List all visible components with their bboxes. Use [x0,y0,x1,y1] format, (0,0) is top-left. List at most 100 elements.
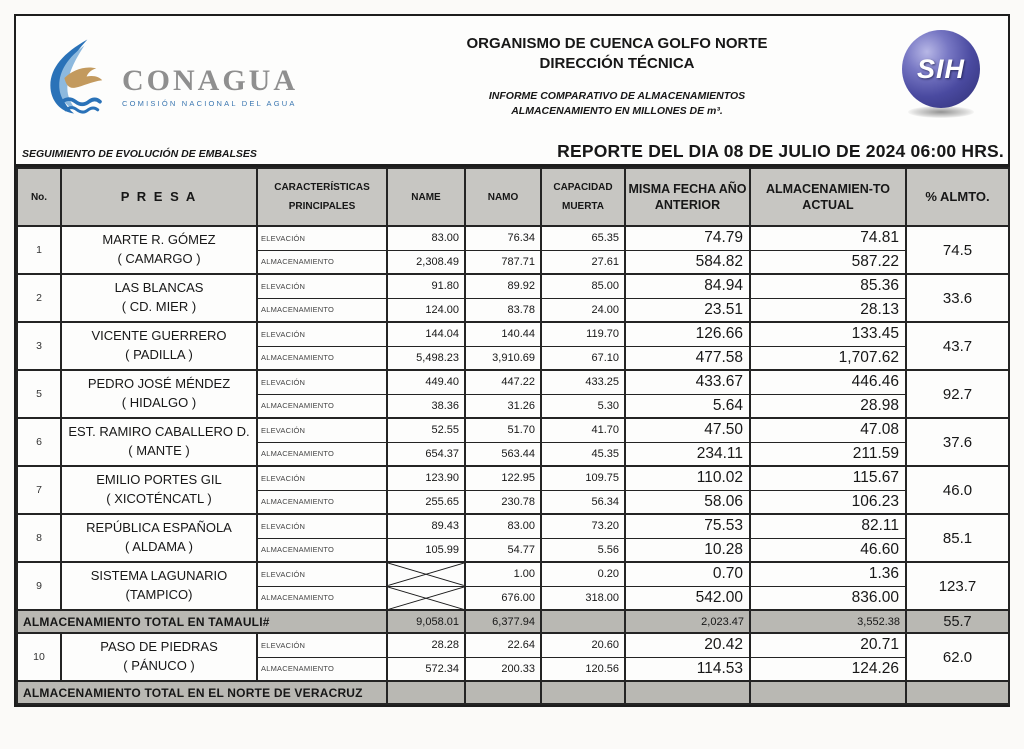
cell-namo: 676.00 [464,585,542,611]
presa-name: LAS BLANCAS [114,280,204,296]
cell-actual: 106.23 [749,489,907,515]
presa-name: EST. RAMIRO CABALLERO D. [68,424,250,440]
total-prev [624,680,751,705]
cell-muerta: 65.35 [540,225,626,251]
cell-prev: 5.64 [624,393,751,419]
cell-muerta: 5.30 [540,393,626,419]
cell-prev: 110.02 [624,465,751,491]
cell-muerta: 73.20 [540,513,626,539]
presa-place: ( PADILLA ) [125,347,193,362]
conagua-subtitle-text: COMISIÓN NACIONAL DEL AGUA [122,99,297,108]
cell-muerta: 5.56 [540,537,626,563]
cell-name: 91.80 [386,273,466,299]
cell-name: 124.00 [386,297,466,323]
cell-prev: 58.06 [624,489,751,515]
cell-no: 2 [16,273,62,323]
cell-caracteristica-label: ALMACENAMIENTO [256,537,388,563]
col-header-almacenamiento-actual: ALMACENAMIEN-TO ACTUAL [749,167,907,227]
presa-row-9-storage: ALMACENAMIENTO 676.00 318.00 542.00 836.00 [17,585,1009,611]
cell-presa: VICENTE GUERRERO ( PADILLA ) [60,321,258,371]
cell-muerta: 109.75 [540,465,626,491]
total-namo [464,680,542,705]
cell-muerta: 67.10 [540,345,626,371]
total-name: 9,058.01 [386,609,466,634]
conagua-wordmark: CONAGUA COMISIÓN NACIONAL DEL AGUA [122,64,298,109]
cell-actual: 1,707.62 [749,345,907,371]
cell-name: 38.36 [386,393,466,419]
cell-prev: 584.82 [624,249,751,275]
col-header-no: No. [16,167,62,227]
cell-prev: 20.42 [624,632,751,658]
cell-name: 89.43 [386,513,466,539]
cell-caracteristica-label: ELEVACIÓN [256,273,388,299]
cell-caracteristica-label: ELEVACIÓN [256,225,388,251]
cell-presa: PEDRO JOSÉ MÉNDEZ ( HIDALGO ) [60,369,258,419]
presa-row-6-storage: ALMACENAMIENTO 654.37 563.44 45.35 234.11 211… [17,441,1009,467]
total-row: ALMACENAMIENTO TOTAL EN TAMAULI# 9,058.01… [16,609,1010,634]
presa-row-5: 5 PEDRO JOSÉ MÉNDEZ( HIDALGO ) ELEVACIÓN 44… [16,369,1010,419]
cell-name: 123.90 [386,465,466,491]
presa-place: ( PÁNUCO ) [123,658,195,673]
cell-muerta: 318.00 [540,585,626,611]
cell-muerta: 120.56 [540,656,626,682]
cell-prev: 75.53 [624,513,751,539]
presa-row-10: 10 PASO DE PIEDRAS ( PÁNUCO ) ELEVACIÓN 28.2… [16,632,1010,682]
cell-pct: 92.7 [905,369,1010,419]
cell-name: 28.28 [386,632,466,658]
cell-actual: 82.11 [749,513,907,539]
cell-pct: 62.0 [905,632,1010,682]
cell-prev: 23.51 [624,297,751,323]
cell-prev: 74.79 [624,225,751,251]
cell-presa: MARTE R. GÓMEZ ( CAMARGO ) [60,225,258,275]
report-subtitle-line1: INFORME COMPARATIVO DE ALMACENAMIENTOS [488,89,746,102]
report-document: CONAGUA COMISIÓN NACIONAL DEL AGUA ORGAN… [14,14,1010,707]
crossed-out-icon [389,564,463,585]
presa-row-7-storage: ALMACENAMIENTO 255.65 230.78 56.34 58.06 106.… [17,489,1009,515]
cell-caracteristica-label: ELEVACIÓN [256,321,388,347]
cell-namo: 89.92 [464,273,542,299]
cell-caracteristica-label: ALMACENAMIENTO [256,297,388,323]
total-pct: 55.7 [905,609,1010,634]
total-namo: 6,377.94 [464,609,542,634]
cell-no: 8 [16,513,62,563]
col-header-presa: P R E S A [60,167,258,227]
presa-row-8-storage: ALMACENAMIENTO 105.99 54.77 5.56 10.28 46.60 [17,537,1009,563]
crossed-out-icon [389,587,463,608]
presa-place: ( ALDAMA ) [125,539,193,554]
presa-row-6: 6 EST. RAMIRO CABALLERO D. ( MANTE ) ELEVAC… [16,417,1010,467]
cell-actual: 74.81 [749,225,907,251]
total-label: ALMACENAMIENTO TOTAL EN TAMAULI# [16,609,388,634]
col-header-pct-almto: % ALMTO. [905,167,1010,227]
conagua-brand-text: CONAGUA [122,64,298,97]
cell-name: 2,308.49 [386,249,466,275]
cell-muerta: 56.34 [540,489,626,515]
cell-presa: EST. RAMIRO CABALLERO D. ( MANTE ) [60,417,258,467]
cell-name: 449.40 [386,369,466,395]
cell-pct: 123.7 [905,561,1010,611]
cell-caracteristica-label: ELEVACIÓN [256,465,388,491]
total-actual [749,680,907,705]
sih-logo-shadow [908,106,974,118]
cell-actual: 133.45 [749,321,907,347]
cell-prev: 47.50 [624,417,751,443]
col-header-misma-fecha: MISMA FECHA AÑO ANTERIOR [624,167,751,227]
cell-presa: EMILIO PORTES GIL ( XICOTÉNCATL ) [60,465,258,515]
cell-muerta: 41.70 [540,417,626,443]
embalses-table: No. P R E S A CARACTERÍSTICAS PRINCIPALE… [16,167,1010,705]
cell-namo: 83.00 [464,513,542,539]
presa-row-5-storage: ALMACENAMIENTO 38.36 31.26 5.30 5.64 28.98 [17,393,1009,419]
cell-namo: 1.00 [464,561,542,587]
cell-presa: REPÚBLICA ESPAÑOLA ( ALDAMA ) [60,513,258,563]
presa-name: PASO DE PIEDRAS [100,639,218,655]
cell-presa: PASO DE PIEDRAS ( PÁNUCO ) [60,632,258,682]
cell-no: 1 [16,225,62,275]
cell-prev: 433.67 [624,369,751,395]
cell-actual: 446.46 [749,369,907,395]
cell-caracteristica-label: ALMACENAMIENTO [256,393,388,419]
cell-prev: 234.11 [624,441,751,467]
cell-namo: 76.34 [464,225,542,251]
cell-muerta: 20.60 [540,632,626,658]
presa-row-9: 9 SISTEMA LAGUNARIO (TAMPICO) ELEVACIÓN 1.00… [16,561,1010,611]
cell-name: 83.00 [386,225,466,251]
tracking-label: SEGUIMIENTO DE EVOLUCIÓN DE EMBALSES [22,148,257,160]
